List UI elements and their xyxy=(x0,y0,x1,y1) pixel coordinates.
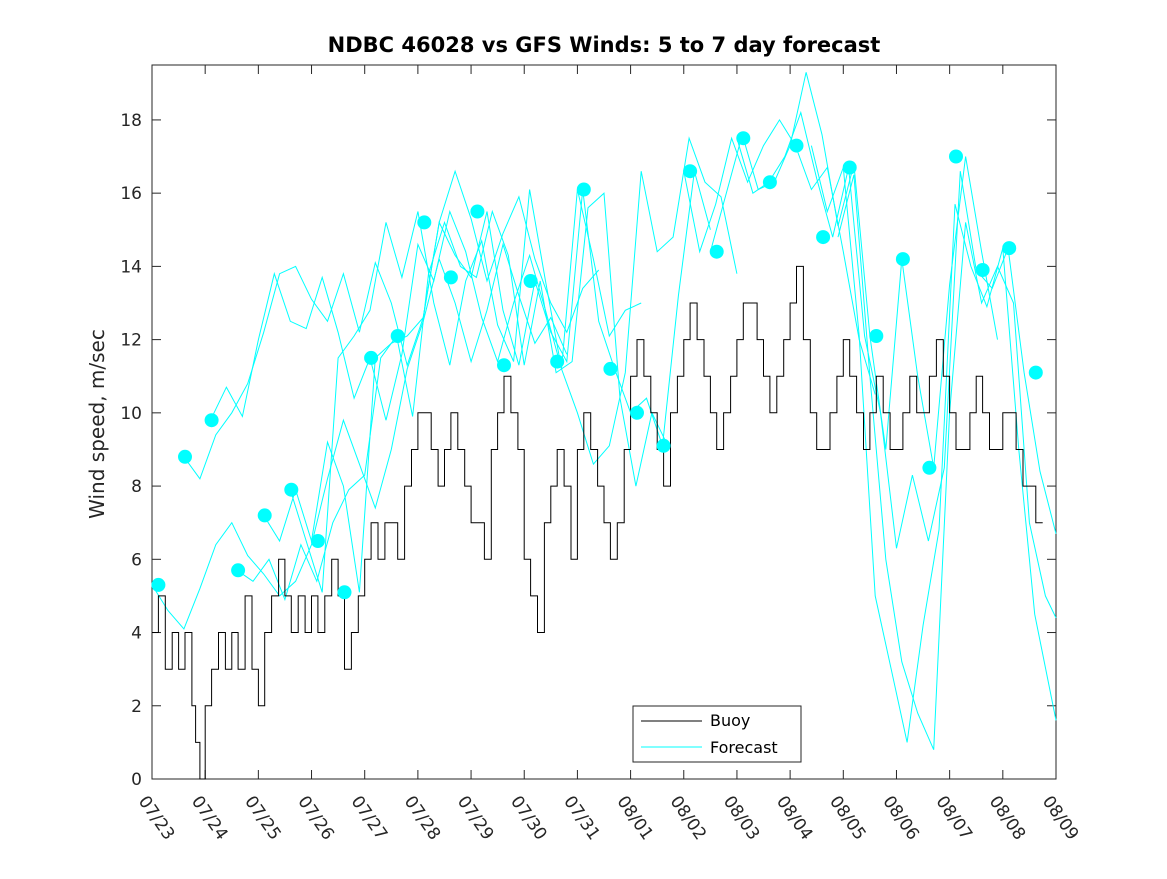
forecast-marker xyxy=(762,175,777,190)
forecast-series xyxy=(151,72,1057,750)
forecast-marker xyxy=(550,354,565,369)
forecast-marker xyxy=(683,164,698,179)
y-tick-label: 2 xyxy=(131,697,142,717)
forecast-marker xyxy=(949,149,963,164)
y-axis-label: Wind speed, m/sec xyxy=(85,329,109,519)
forecast-run-line xyxy=(151,242,568,630)
forecast-marker xyxy=(390,329,405,343)
forecast-marker xyxy=(1002,241,1017,256)
forecast-marker xyxy=(842,160,857,175)
forecast-run-line xyxy=(810,145,1057,743)
forecast-marker xyxy=(204,413,219,428)
forecast-marker xyxy=(337,585,352,600)
y-tick-label: 0 xyxy=(131,770,142,790)
forecast-marker xyxy=(869,329,884,343)
forecast-marker xyxy=(364,350,379,365)
legend-buoy-label: Buoy xyxy=(710,711,750,730)
forecast-marker xyxy=(789,138,804,153)
forecast-markers xyxy=(151,131,1043,600)
y-axis-ticks: 0 2 4 6 8 10 12 14 16 18 xyxy=(120,111,1056,790)
forecast-marker xyxy=(975,263,990,277)
legend: Buoy Forecast xyxy=(632,705,802,763)
forecast-run-line xyxy=(289,136,738,593)
forecast-marker xyxy=(151,577,166,592)
legend-forecast-label: Forecast xyxy=(710,738,778,757)
forecast-marker xyxy=(630,405,644,420)
forecast-marker xyxy=(603,361,618,376)
plot-area xyxy=(151,64,1057,780)
forecast-marker xyxy=(656,438,671,453)
y-tick-label: 14 xyxy=(120,257,142,277)
forecast-marker xyxy=(576,182,591,197)
forecast-run-line xyxy=(736,110,1057,549)
forecast-marker xyxy=(497,358,511,373)
forecast-marker xyxy=(443,270,458,285)
forecast-marker xyxy=(816,230,831,245)
forecast-marker xyxy=(523,274,538,288)
chart-title: NDBC 46028 vs GFS Winds: 5 to 7 day fore… xyxy=(328,33,881,57)
forecast-marker xyxy=(1028,365,1043,380)
forecast-marker xyxy=(470,204,485,219)
y-tick-label: 4 xyxy=(131,624,142,644)
forecast-marker xyxy=(257,508,272,523)
buoy-line xyxy=(152,265,1043,780)
forecast-marker xyxy=(417,215,432,230)
forecast-marker xyxy=(284,482,299,497)
forecast-marker xyxy=(736,131,751,146)
forecast-run-line xyxy=(683,118,876,395)
y-tick-label: 8 xyxy=(131,477,142,497)
forecast-marker xyxy=(922,460,937,475)
forecast-run-line xyxy=(210,189,642,421)
legend-box xyxy=(632,705,802,763)
y-tick-label: 6 xyxy=(131,550,142,570)
forecast-marker xyxy=(178,449,192,464)
y-tick-label: 12 xyxy=(120,331,142,351)
y-tick-label: 10 xyxy=(120,404,142,424)
y-tick-label: 18 xyxy=(120,111,142,131)
forecast-run-line xyxy=(236,192,669,602)
forecast-marker xyxy=(709,244,724,259)
forecast-marker xyxy=(895,252,910,267)
y-tick-label: 16 xyxy=(120,184,142,204)
buoy-series xyxy=(152,265,1043,780)
forecast-marker xyxy=(310,534,325,548)
forecast-marker xyxy=(231,563,246,578)
